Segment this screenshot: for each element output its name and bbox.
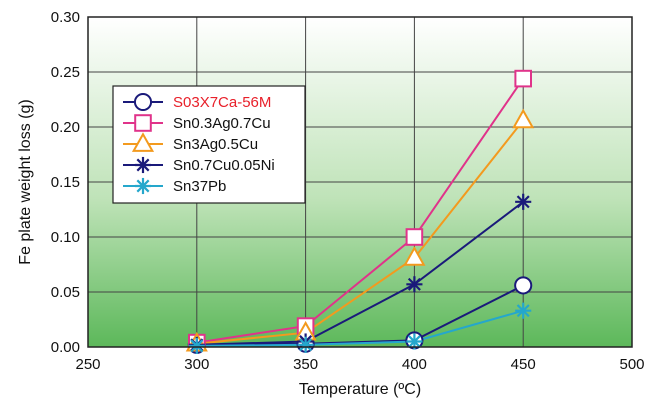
star-marker xyxy=(515,193,532,210)
x-tick-labels: 250 300 350 400 450 500 xyxy=(75,356,644,373)
y-tick-label: 0.00 xyxy=(51,339,80,356)
star-marker xyxy=(406,276,423,293)
star-stroke xyxy=(136,158,150,172)
star-stroke xyxy=(136,179,150,193)
y-tick-label: 0.20 xyxy=(51,119,80,136)
star-stroke xyxy=(407,277,421,291)
y-tick-label: 0.10 xyxy=(51,229,80,246)
legend-entry-label: Sn0.3Ag0.7Cu xyxy=(173,115,271,132)
triangle-marker xyxy=(131,132,155,152)
series-line xyxy=(196,78,525,344)
circle-marker xyxy=(514,276,533,295)
series-line xyxy=(196,284,524,346)
star-marker xyxy=(134,156,152,174)
x-axis-label: Temperature (ºC) xyxy=(299,381,421,398)
star-stroke xyxy=(516,195,530,209)
legend-entry-label: Sn3Ag0.5Cu xyxy=(173,136,258,153)
y-tick-label: 0.30 xyxy=(51,9,80,26)
y-tick-label: 0.05 xyxy=(51,284,80,301)
triangle-marker xyxy=(512,108,535,129)
y-axis-label: Fe plate weight loss (g) xyxy=(17,99,34,264)
x-tick-label: 350 xyxy=(293,356,318,373)
series-markers xyxy=(185,69,535,354)
legend-entry-label: S03X7Ca-56M xyxy=(173,94,271,111)
series-lines xyxy=(196,78,525,347)
circle-marker xyxy=(133,92,153,112)
square-marker xyxy=(134,114,152,132)
x-tick-label: 400 xyxy=(402,356,427,373)
series-line xyxy=(196,201,524,346)
y-tick-label: 0.25 xyxy=(51,64,80,81)
triangle-marker xyxy=(403,246,426,266)
star-stroke xyxy=(190,339,204,353)
plot-frame xyxy=(87,16,633,348)
x-tick-label: 300 xyxy=(184,356,209,373)
x-tick-label: 450 xyxy=(511,356,536,373)
x-tick-label: 250 xyxy=(75,356,100,373)
legend-entry-label: Sn37Pb xyxy=(173,178,226,195)
star-stroke xyxy=(516,304,530,318)
star-marker xyxy=(297,336,314,353)
star-stroke xyxy=(299,338,313,352)
star-stroke xyxy=(407,335,421,348)
legend-entry-label: Sn0.7Cu0.05Ni xyxy=(173,157,275,174)
x-tick-label: 500 xyxy=(619,356,644,373)
star-marker xyxy=(134,177,152,195)
square-marker xyxy=(405,228,424,246)
legend: S03X7Ca-56M Sn0.3Ag0.7Cu Sn3Ag0.5Cu Sn0.7Cu… xyxy=(112,85,306,204)
square-marker xyxy=(514,69,533,88)
series-line xyxy=(196,309,524,347)
series-line xyxy=(196,119,524,345)
y-tick-label: 0.15 xyxy=(51,174,80,191)
y-tick-labels: 0.00 0.05 0.10 0.15 0.20 0.25 0.30 xyxy=(51,9,80,356)
star-marker xyxy=(188,337,205,354)
star-marker xyxy=(515,302,532,319)
